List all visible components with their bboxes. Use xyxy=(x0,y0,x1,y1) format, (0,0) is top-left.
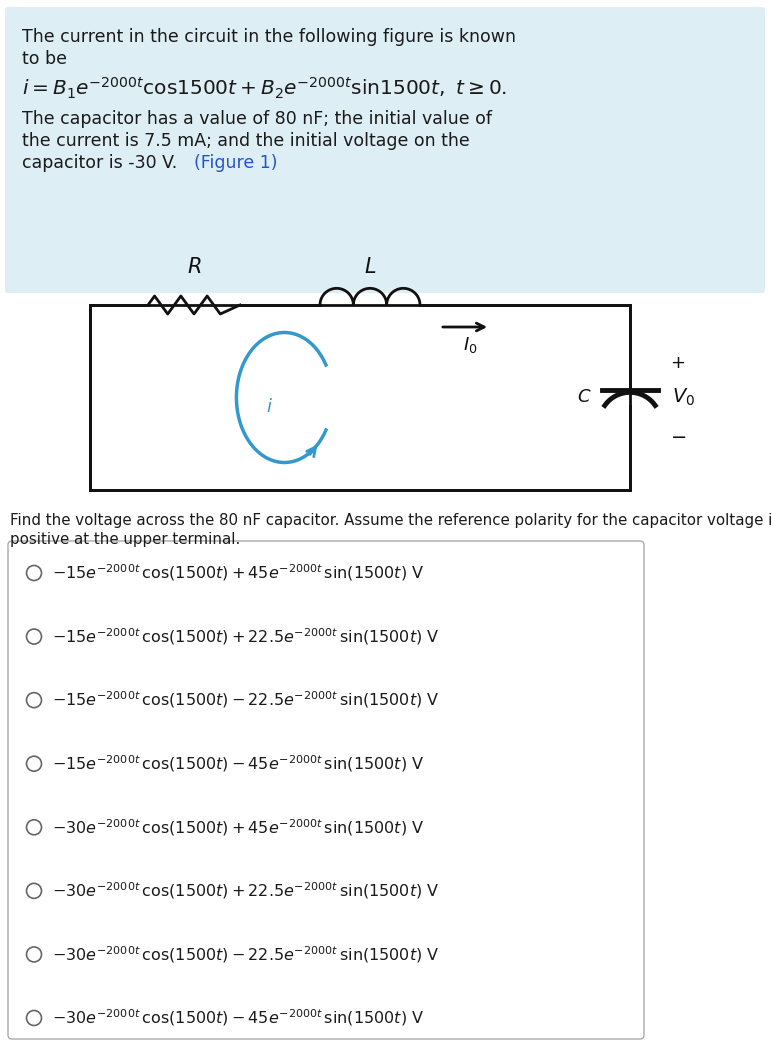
Text: positive at the upper terminal.: positive at the upper terminal. xyxy=(10,532,240,547)
Text: $-15e^{-2000t}\,\cos(1500t) + 45e^{-2000t}\,\sin(1500t)$ V: $-15e^{-2000t}\,\cos(1500t) + 45e^{-2000… xyxy=(52,563,425,584)
Text: $-30e^{-2000t}\,\cos(1500t) - 22.5e^{-2000t}\,\sin(1500t)$ V: $-30e^{-2000t}\,\cos(1500t) - 22.5e^{-20… xyxy=(52,944,439,965)
Text: $-30e^{-2000t}\,\cos(1500t) - 45e^{-2000t}\,\sin(1500t)$ V: $-30e^{-2000t}\,\cos(1500t) - 45e^{-2000… xyxy=(52,1008,425,1028)
Text: $i = B_1e^{-2000t}\mathrm{cos}1500t + B_2e^{-2000t}\mathrm{sin}1500t,\ t \geq 0.: $i = B_1e^{-2000t}\mathrm{cos}1500t + B_… xyxy=(22,76,507,101)
Text: $-30e^{-2000t}\,\cos(1500t) + 45e^{-2000t}\,\sin(1500t)$ V: $-30e^{-2000t}\,\cos(1500t) + 45e^{-2000… xyxy=(52,817,425,838)
Text: The current in the circuit in the following figure is known: The current in the circuit in the follow… xyxy=(22,28,516,46)
FancyBboxPatch shape xyxy=(5,7,765,293)
Text: $V_0$: $V_0$ xyxy=(672,386,695,408)
Text: $R$: $R$ xyxy=(187,257,201,277)
Text: $-$: $-$ xyxy=(670,426,686,445)
Text: capacitor is -30 V.: capacitor is -30 V. xyxy=(22,154,183,172)
Text: Find the voltage across the 80 nF capacitor. Assume the reference polarity for t: Find the voltage across the 80 nF capaci… xyxy=(10,513,772,528)
Text: $I_0$: $I_0$ xyxy=(462,335,477,355)
Text: $L$: $L$ xyxy=(364,257,376,277)
Text: $-30e^{-2000t}\,\cos(1500t) + 22.5e^{-2000t}\,\sin(1500t)$ V: $-30e^{-2000t}\,\cos(1500t) + 22.5e^{-20… xyxy=(52,881,439,901)
FancyBboxPatch shape xyxy=(8,541,644,1040)
Text: $-15e^{-2000t}\,\cos(1500t) + 22.5e^{-2000t}\,\sin(1500t)$ V: $-15e^{-2000t}\,\cos(1500t) + 22.5e^{-20… xyxy=(52,626,439,647)
Text: (Figure 1): (Figure 1) xyxy=(194,154,277,172)
Text: The capacitor has a value of 80 nF; the initial value of: The capacitor has a value of 80 nF; the … xyxy=(22,110,492,128)
Text: $i$: $i$ xyxy=(266,399,273,417)
Text: $-15e^{-2000t}\,\cos(1500t) - 22.5e^{-2000t}\,\sin(1500t)$ V: $-15e^{-2000t}\,\cos(1500t) - 22.5e^{-20… xyxy=(52,690,439,711)
Text: to be: to be xyxy=(22,50,67,68)
Text: the current is 7.5 mA; and the initial voltage on the: the current is 7.5 mA; and the initial v… xyxy=(22,132,469,150)
Text: $+$: $+$ xyxy=(670,354,685,372)
Text: $-15e^{-2000t}\,\cos(1500t) - 45e^{-2000t}\,\sin(1500t)$ V: $-15e^{-2000t}\,\cos(1500t) - 45e^{-2000… xyxy=(52,753,425,774)
Text: $C$: $C$ xyxy=(577,388,592,406)
Bar xyxy=(90,304,630,490)
